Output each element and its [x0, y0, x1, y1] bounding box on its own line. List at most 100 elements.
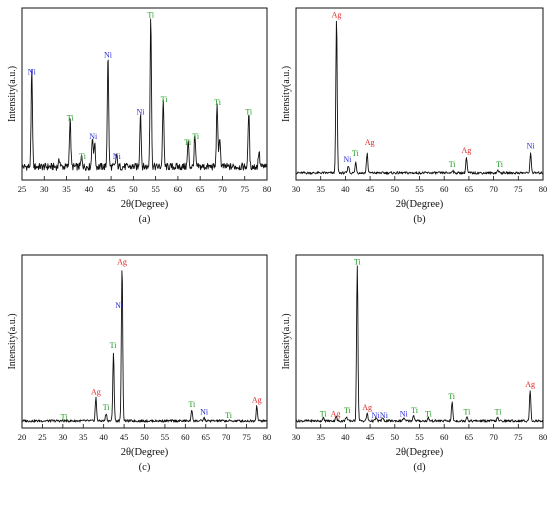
peak-label-ti: Ti	[161, 95, 169, 104]
x-tick-label: 50	[391, 432, 400, 442]
peak-label-ti: Ti	[425, 409, 433, 418]
x-tick-label: 75	[242, 432, 251, 442]
peak-label-ti: Ti	[67, 114, 75, 123]
x-tick-label: 60	[174, 184, 183, 194]
peak-label-ag: Ag	[117, 257, 127, 266]
peak-label-ti: Ti	[103, 403, 111, 412]
x-tick-label: 40	[85, 184, 94, 194]
x-tick-label: 30	[40, 184, 49, 194]
peak-label-ni: Ni	[113, 152, 122, 161]
x-tick-label: 70	[222, 432, 231, 442]
x-tick-label: 20	[18, 432, 27, 442]
peak-label-ti: Ti	[184, 138, 192, 147]
x-tick-label: 75	[240, 184, 249, 194]
panel-c: 20 25 30 35 40 45 50 55 60 65 70 75 80 2θ(Degree) Inte…	[7, 255, 271, 473]
peak-label-ti: Ti	[214, 98, 222, 107]
x-tick-label: 35	[79, 432, 88, 442]
peak-label-ti: Ti	[188, 400, 196, 409]
peak-label-ti: Ti	[79, 152, 87, 161]
x-tick-label: 30	[292, 184, 301, 194]
x-tick-label: 45	[366, 432, 375, 442]
x-tick-label: 50	[140, 432, 149, 442]
x-tick-label: 45	[107, 184, 116, 194]
peak-label-ag: Ag	[525, 380, 535, 389]
x-tick-label: 45	[366, 184, 375, 194]
peak-label-ti: Ti	[354, 257, 362, 266]
peak-label-ag: Ag	[331, 409, 341, 418]
x-tick-label: 55	[415, 184, 424, 194]
peak-label-ag: Ag	[365, 138, 375, 147]
x-tick-label: 30	[292, 432, 301, 442]
y-axis-label: Intensity(a.u.)	[281, 313, 292, 369]
x-tick-label: 60	[440, 432, 449, 442]
x-axis-label: 2θ(Degree)	[121, 199, 169, 210]
plot-frame	[296, 255, 543, 428]
panel-label: (b)	[413, 214, 426, 225]
panel-label: (d)	[413, 462, 426, 473]
peak-label-ni: Ni	[200, 408, 209, 417]
peak-label-ni: Ni	[115, 301, 124, 310]
peak-label-ni: Ni	[104, 50, 113, 59]
panel-label: (a)	[139, 214, 151, 225]
x-tick-label: 70	[489, 432, 498, 442]
x-tick-label: 55	[161, 432, 170, 442]
peak-label-ti: Ti	[245, 107, 253, 116]
x-axis-label: 2θ(Degree)	[121, 447, 169, 458]
x-tick-label: 80	[539, 184, 548, 194]
peak-label-ag: Ag	[252, 395, 262, 404]
x-tick-label: 55	[151, 184, 160, 194]
peak-label-ni: Ni	[89, 132, 98, 141]
x-tick-label: 65	[202, 432, 211, 442]
x-tick-label: 50	[391, 184, 400, 194]
panel-label: (c)	[139, 462, 151, 473]
x-tick-label: 60	[440, 184, 449, 194]
peak-label-ti: Ti	[496, 160, 504, 169]
x-tick-label: 50	[129, 184, 138, 194]
x-tick-label: 80	[263, 432, 272, 442]
peak-label-ag: Ag	[462, 146, 472, 155]
xrd-trace	[22, 19, 267, 171]
xrd-trace	[22, 271, 267, 422]
peak-label-ti: Ti	[352, 149, 360, 158]
x-tick-label: 30	[59, 432, 68, 442]
x-axis-label: 2θ(Degree)	[396, 447, 444, 458]
y-axis-label: Intensity(a.u.)	[281, 66, 292, 122]
y-axis-label: Intensity(a.u.)	[7, 66, 18, 122]
x-tick-label: 40	[341, 184, 350, 194]
peak-label-ti: Ti	[61, 412, 69, 421]
x-tick-label: 80	[263, 184, 272, 194]
x-axis-label: 2θ(Degree)	[396, 199, 444, 210]
x-tick-label: 35	[62, 184, 71, 194]
x-tick-label: 40	[341, 432, 350, 442]
peak-label-ti: Ti	[411, 406, 419, 415]
x-tick-label: 60	[181, 432, 190, 442]
peak-label-ni: Ni	[136, 107, 145, 116]
x-tick-label: 25	[38, 432, 47, 442]
x-tick-label: 65	[196, 184, 205, 194]
x-tick-label: 75	[514, 432, 523, 442]
peak-label-ni: Ni	[400, 409, 409, 418]
plot-frame	[22, 8, 267, 180]
x-tick-label: 65	[465, 432, 474, 442]
peak-label-ti: Ti	[147, 10, 155, 19]
peak-label-ti: Ti	[192, 132, 200, 141]
y-axis-label: Intensity(a.u.)	[7, 313, 18, 369]
plot-frame	[22, 255, 267, 428]
peak-label-ni: Ni	[527, 141, 536, 150]
peak-label-ti: Ti	[448, 392, 456, 401]
peak-label-ti: Ti	[464, 408, 472, 417]
peak-label-ti: Ti	[225, 411, 233, 420]
xrd-trace	[296, 266, 543, 422]
x-tick-label: 40	[99, 432, 108, 442]
peak-label-ti: Ti	[320, 409, 328, 418]
peak-label-ti: Ti	[110, 341, 118, 350]
x-tick-label: 70	[218, 184, 227, 194]
x-tick-label: 80	[539, 432, 548, 442]
x-tick-label: 70	[489, 184, 498, 194]
x-tick-label: 45	[120, 432, 129, 442]
peak-label-ni: Ni	[343, 155, 352, 164]
